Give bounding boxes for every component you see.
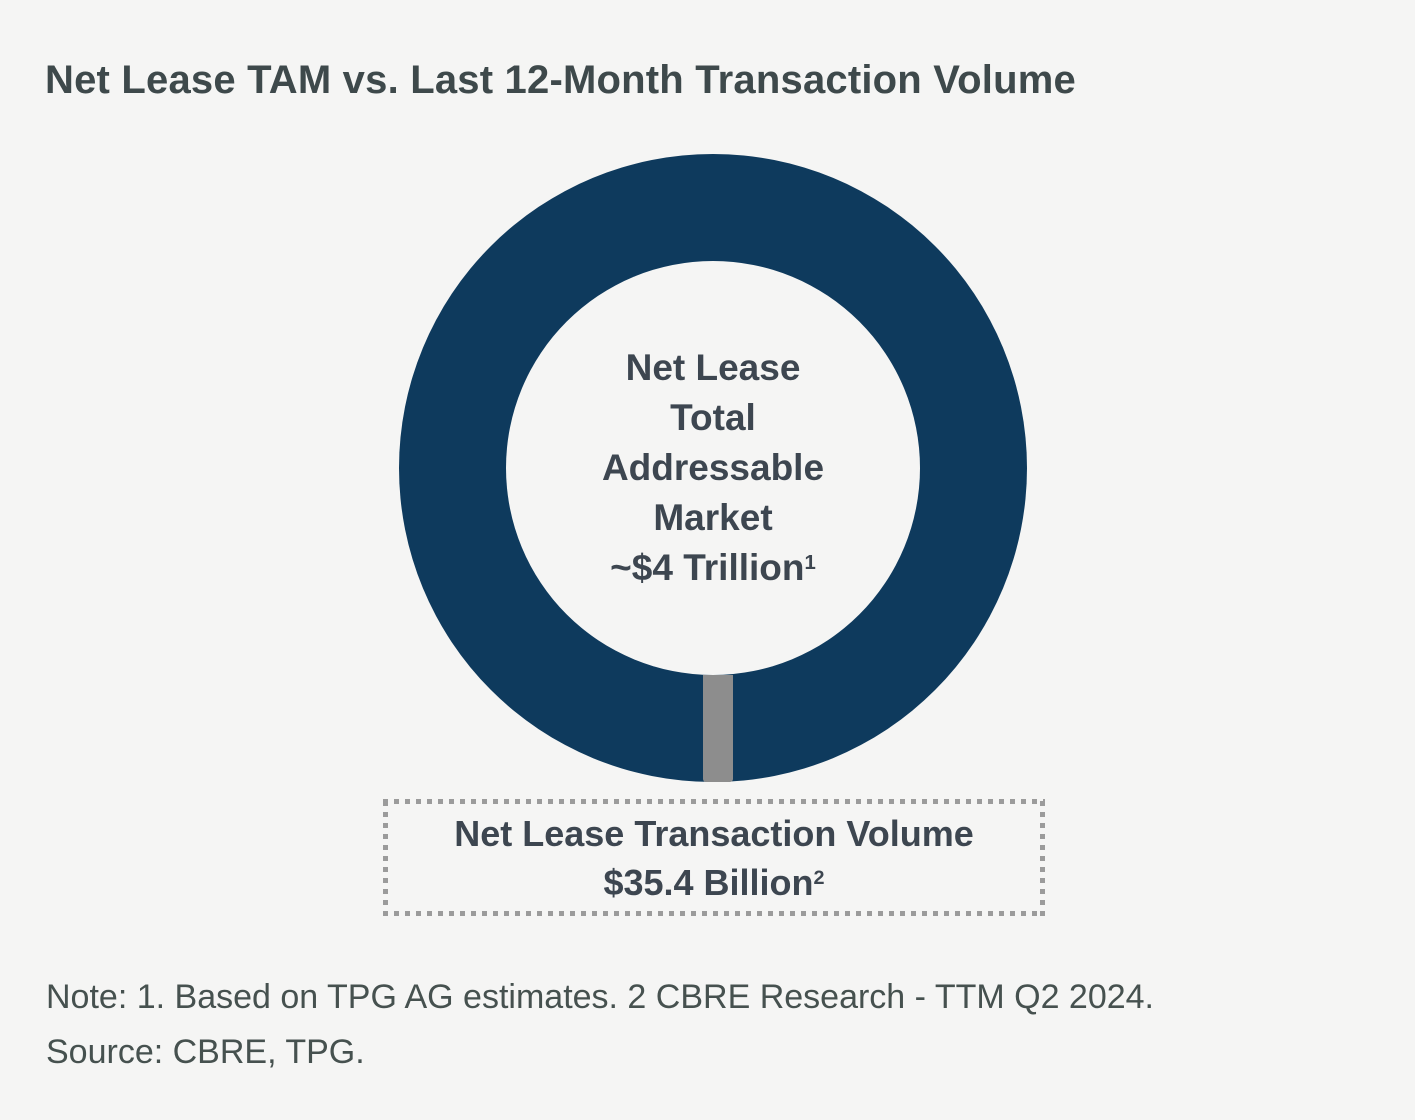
center-label-line: Addressable [601, 447, 825, 488]
note-line: Note: 1. Based on TPG AG estimates. 2 CB… [46, 978, 1155, 1016]
donut-hole [506, 261, 920, 675]
center-label-line: Total [670, 397, 756, 438]
center-label-line: Market [653, 497, 773, 538]
source-line: Source: CBRE, TPG. [46, 1033, 365, 1071]
transaction-volume-label: Net Lease Transaction Volume [454, 812, 974, 854]
donut-center-label: Net Lease Total Addressable Market ~$4 T… [503, 154, 923, 782]
transaction-volume-box: Net Lease Transaction Volume $35.4 Billi… [383, 799, 1045, 916]
center-value: ~$4 Trillion1 [610, 547, 816, 588]
center-label-line: Net Lease [625, 347, 801, 388]
donut-chart: Net Lease Total Addressable Market ~$4 T… [399, 154, 1027, 782]
footnotes: Note: 1. Based on TPG AG estimates. 2 CB… [46, 970, 1154, 1080]
footnote-marker-1: 1 [804, 551, 816, 574]
page-title: Net Lease TAM vs. Last 12-Month Transact… [45, 58, 1076, 102]
transaction-volume-value: $35.4 Billion2 [603, 861, 825, 903]
transaction-volume-wedge [703, 675, 733, 782]
footnote-marker-2: 2 [813, 866, 825, 889]
